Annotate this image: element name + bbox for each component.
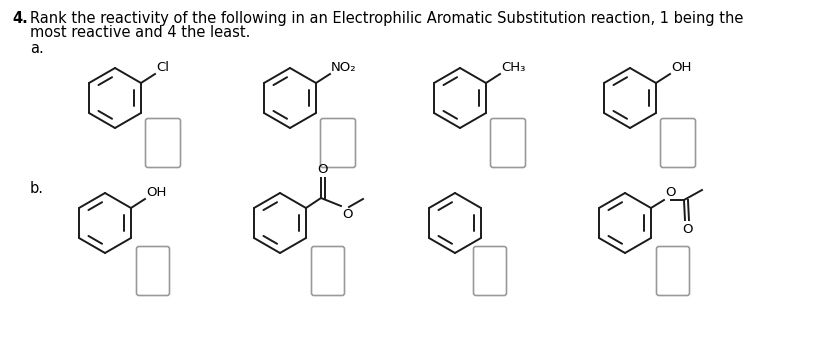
Text: OH: OH [146, 186, 167, 199]
Text: NO₂: NO₂ [331, 61, 356, 74]
Text: Cl: Cl [156, 61, 169, 74]
Text: O: O [683, 223, 693, 236]
FancyBboxPatch shape [136, 247, 169, 296]
FancyBboxPatch shape [491, 118, 526, 167]
Text: O: O [342, 208, 352, 221]
Text: OH: OH [671, 61, 691, 74]
FancyBboxPatch shape [661, 118, 695, 167]
Text: O: O [665, 186, 676, 199]
Text: most reactive and 4 the least.: most reactive and 4 the least. [30, 25, 250, 40]
Text: b.: b. [30, 181, 44, 196]
Text: O: O [318, 163, 328, 176]
FancyBboxPatch shape [312, 247, 345, 296]
Text: a.: a. [30, 41, 44, 56]
Text: CH₃: CH₃ [501, 61, 526, 74]
FancyBboxPatch shape [320, 118, 356, 167]
Text: 4.: 4. [12, 11, 28, 26]
Text: Rank the reactivity of the following in an Electrophilic Aromatic Substitution r: Rank the reactivity of the following in … [30, 11, 743, 26]
FancyBboxPatch shape [657, 247, 690, 296]
FancyBboxPatch shape [145, 118, 181, 167]
FancyBboxPatch shape [474, 247, 507, 296]
